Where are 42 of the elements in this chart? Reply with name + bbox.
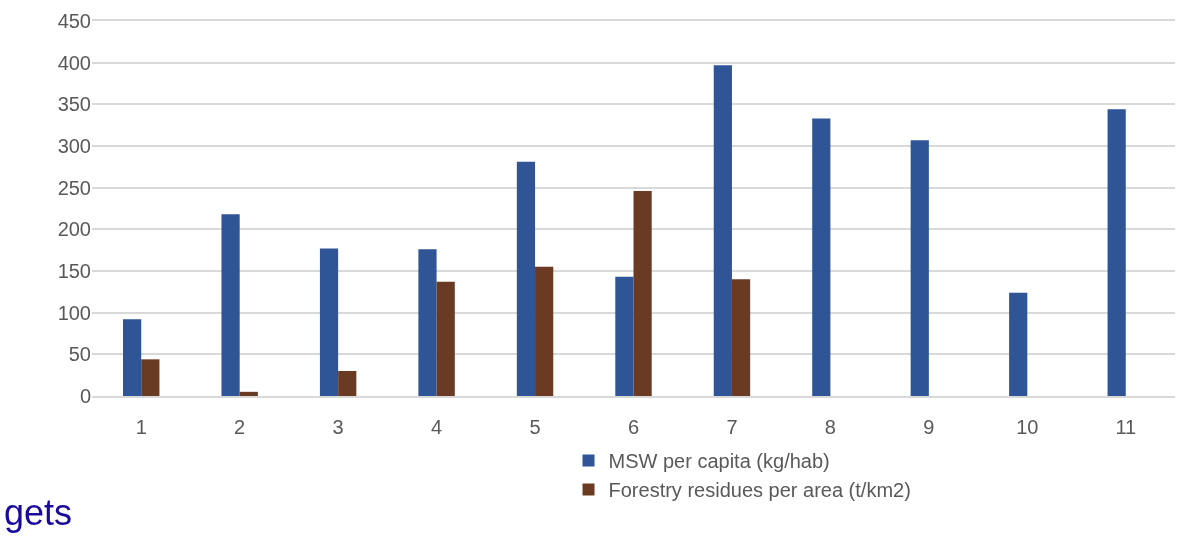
x-tick-label: 11 xyxy=(1115,415,1137,438)
x-tick-label: 3 xyxy=(332,415,344,438)
y-tick-label: 250 xyxy=(57,176,91,199)
x-tick-label: 1 xyxy=(135,415,147,438)
y-tick-label: 400 xyxy=(57,51,91,74)
x-tick-label: 9 xyxy=(923,415,935,438)
text: gets xyxy=(4,492,73,533)
bar xyxy=(418,249,437,396)
bar xyxy=(910,140,929,396)
bar xyxy=(713,65,732,396)
bar xyxy=(221,214,240,396)
bar xyxy=(615,276,634,396)
y-tick-label: 300 xyxy=(57,135,91,157)
x-tick-label: 6 xyxy=(627,415,640,438)
x-tick-label: 2 xyxy=(234,415,246,438)
x-tick-label: 8 xyxy=(824,415,836,438)
y-tick-label: 200 xyxy=(57,218,91,241)
x-tick-label: 7 xyxy=(726,415,738,438)
legend-label: Forestry residues per area (t/km2) xyxy=(608,479,911,502)
bar xyxy=(633,191,652,396)
bar xyxy=(141,359,160,396)
bar xyxy=(123,319,142,396)
y-tick-label: 350 xyxy=(57,93,91,116)
y-tick-label: 100 xyxy=(57,301,91,324)
y-tick-label: 0 xyxy=(79,385,91,407)
y-tick-label: 450 xyxy=(57,10,91,32)
x-tick-label: 5 xyxy=(529,415,541,438)
bar xyxy=(436,281,455,396)
bar xyxy=(319,248,339,396)
x-tick-label: 4 xyxy=(431,415,443,438)
y-tick-label: 150 xyxy=(57,260,91,282)
y-tick-label: 50 xyxy=(68,343,91,366)
bar xyxy=(338,371,357,396)
bar xyxy=(812,118,831,396)
bar xyxy=(1107,109,1126,396)
legend-label: MSW per capita (kg/hab) xyxy=(608,450,830,473)
x-tick-label: 10 xyxy=(1016,415,1039,438)
bar xyxy=(535,266,554,396)
bar xyxy=(239,391,258,396)
bar xyxy=(516,161,536,396)
bar xyxy=(1009,292,1028,396)
bar xyxy=(731,279,751,396)
